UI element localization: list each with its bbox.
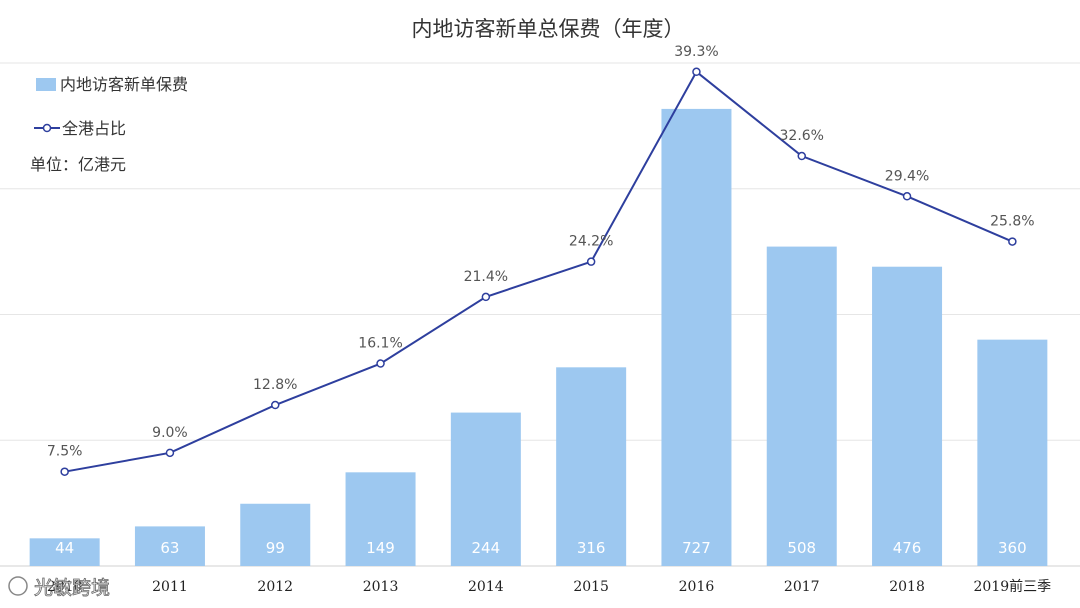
line-point bbox=[272, 402, 279, 409]
legend-line-label: 全港占比 bbox=[62, 119, 126, 138]
line-point-label: 9.0% bbox=[152, 425, 188, 441]
bar bbox=[977, 340, 1047, 566]
x-tick-label: 2014 bbox=[468, 579, 504, 595]
x-axis-ticks: 2010 2011 2012 2013 2014 2015 2016 2017 2018 2019… bbox=[47, 578, 1051, 595]
share-line bbox=[65, 72, 1013, 472]
bar-value-label: 508 bbox=[787, 539, 816, 557]
bar-value-label: 476 bbox=[893, 539, 922, 557]
line-point bbox=[377, 360, 384, 367]
line-point-label: 16.1% bbox=[358, 336, 402, 352]
bar-value-label: 63 bbox=[160, 539, 179, 557]
line-point bbox=[904, 193, 911, 200]
x-tick-label: 2016 bbox=[679, 579, 715, 595]
x-tick-label: 2012 bbox=[257, 579, 293, 595]
x-tick-label: 2015 bbox=[573, 579, 609, 595]
bar-value-label: 149 bbox=[366, 539, 395, 557]
line-point bbox=[61, 468, 68, 475]
line-point-label: 25.8% bbox=[990, 214, 1034, 230]
line-point-label: 12.8% bbox=[253, 377, 297, 393]
legend: 内地访客新单保费 全港占比 单位：亿港元 bbox=[30, 75, 188, 174]
watermark-icon bbox=[9, 577, 27, 595]
x-tick-label: 2013 bbox=[363, 579, 399, 595]
bar-value-label: 727 bbox=[682, 539, 711, 557]
watermark-logo: 光敏跨境 bbox=[9, 577, 110, 599]
unit-label: 单位：亿港元 bbox=[30, 155, 126, 174]
bar-value-label: 316 bbox=[577, 539, 606, 557]
legend-line-marker bbox=[44, 125, 51, 132]
x-tick-label: 2018 bbox=[889, 579, 925, 595]
bar-value-label: 360 bbox=[998, 539, 1027, 557]
line-point-label: 21.4% bbox=[464, 269, 508, 285]
line-point-label: 32.6% bbox=[780, 128, 824, 144]
line-point bbox=[166, 449, 173, 456]
legend-bar-swatch bbox=[36, 78, 56, 91]
x-tick-label: 2019前三季 bbox=[974, 578, 1052, 595]
line-point bbox=[482, 293, 489, 300]
line-point bbox=[588, 258, 595, 265]
bar-value-label: 99 bbox=[266, 539, 285, 557]
bar-value-label: 44 bbox=[55, 539, 74, 557]
chart-title: 内地访客新单总保费（年度） bbox=[412, 17, 685, 41]
line-point bbox=[798, 153, 805, 160]
line-point-label: 7.5% bbox=[47, 444, 83, 460]
bar-value-label: 244 bbox=[472, 539, 501, 557]
line-point-label: 39.3% bbox=[674, 44, 718, 60]
line-point bbox=[1009, 238, 1016, 245]
x-tick-label: 2017 bbox=[784, 579, 820, 595]
bar bbox=[872, 267, 942, 566]
bar bbox=[556, 367, 626, 566]
line-point-label: 29.4% bbox=[885, 168, 929, 184]
x-tick-label: 2011 bbox=[152, 579, 188, 595]
bar bbox=[661, 109, 731, 566]
bar bbox=[767, 247, 837, 566]
line-point bbox=[693, 68, 700, 75]
line-point-label: 24.2% bbox=[569, 234, 613, 250]
watermark-text: 光敏跨境 bbox=[34, 577, 110, 599]
legend-bar-label: 内地访客新单保费 bbox=[60, 75, 188, 94]
